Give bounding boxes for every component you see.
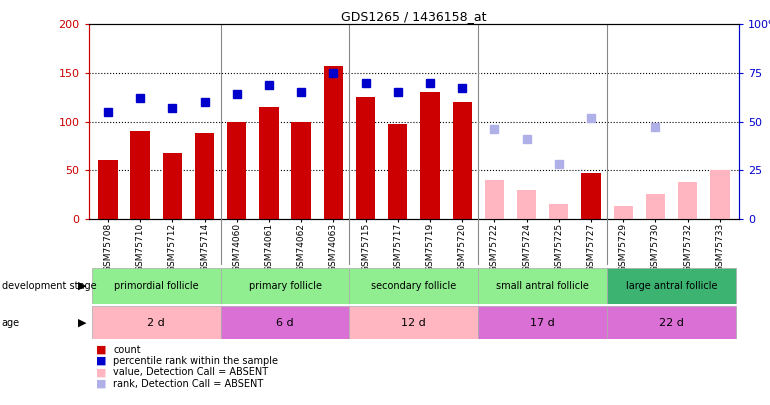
Bar [356, 97, 375, 219]
Bar [710, 170, 729, 219]
Bar [221, 268, 350, 304]
Text: ▶: ▶ [78, 281, 86, 291]
Bar [646, 194, 665, 219]
Text: ■: ■ [96, 345, 107, 354]
Text: ■: ■ [96, 379, 107, 388]
Text: ■: ■ [96, 367, 107, 377]
Text: 12 d: 12 d [401, 318, 427, 328]
Text: percentile rank within the sample: percentile rank within the sample [113, 356, 278, 366]
Bar [195, 133, 214, 219]
Bar [350, 268, 478, 304]
Bar [453, 102, 472, 219]
Bar [549, 204, 568, 219]
Bar [388, 124, 407, 219]
Text: secondary follicle: secondary follicle [371, 281, 457, 291]
Text: age: age [2, 318, 20, 328]
Text: 2 d: 2 d [147, 318, 165, 328]
Bar [99, 160, 118, 219]
Bar [130, 131, 149, 219]
Bar [92, 268, 221, 304]
Bar [485, 180, 504, 219]
Bar [517, 190, 536, 219]
Text: count: count [113, 345, 141, 354]
Bar [92, 306, 221, 339]
Bar [478, 306, 607, 339]
Text: 17 d: 17 d [531, 318, 555, 328]
Text: small antral follicle: small antral follicle [497, 281, 589, 291]
Bar [478, 268, 607, 304]
Text: 6 d: 6 d [276, 318, 294, 328]
Text: primary follicle: primary follicle [249, 281, 322, 291]
Text: ■: ■ [96, 356, 107, 366]
Bar [607, 306, 736, 339]
Bar [162, 153, 182, 219]
Bar [323, 66, 343, 219]
Text: large antral follicle: large antral follicle [626, 281, 718, 291]
Bar [259, 107, 279, 219]
Text: ▶: ▶ [78, 318, 86, 328]
Bar [420, 92, 440, 219]
Bar [614, 206, 633, 219]
Text: development stage: development stage [2, 281, 96, 291]
Text: primordial follicle: primordial follicle [114, 281, 199, 291]
Bar [581, 173, 601, 219]
Text: value, Detection Call = ABSENT: value, Detection Call = ABSENT [113, 367, 268, 377]
Title: GDS1265 / 1436158_at: GDS1265 / 1436158_at [341, 10, 487, 23]
Bar [350, 306, 478, 339]
Bar [607, 268, 736, 304]
Bar [292, 122, 311, 219]
Bar [221, 306, 350, 339]
Bar [227, 122, 246, 219]
Text: rank, Detection Call = ABSENT: rank, Detection Call = ABSENT [113, 379, 263, 388]
Text: 22 d: 22 d [659, 318, 684, 328]
Bar [678, 182, 698, 219]
